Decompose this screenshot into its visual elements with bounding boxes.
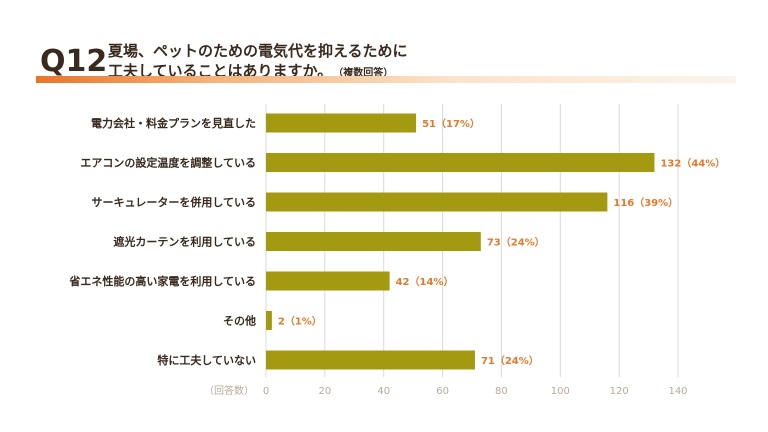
x-tick-label-40: 40 (377, 386, 390, 397)
value-label-5: 2（1%） (278, 315, 322, 328)
category-labels: 電力会社・料金プランを見直したエアコンの設定温度を調整しているサーキュレーターを… (68, 116, 256, 367)
bar-3 (266, 232, 481, 251)
chart-header: Q12 夏場、ペットのための電気代を抑えるために 工夫していることはありますか。… (0, 0, 768, 90)
x-axis-ticks: 0 20 40 60 80 100 120 140 (263, 386, 688, 397)
value-label-1: 132（44%） (660, 157, 725, 170)
question-title-line2: 工夫していることはありますか。 （複数回答） (108, 60, 393, 81)
x-tick-label-120: 120 (610, 386, 629, 397)
x-tick-label-60: 60 (436, 386, 449, 397)
bar-5 (266, 311, 272, 330)
value-label-6: 71（24%） (481, 354, 539, 367)
question-title-line1: 夏場、ペットのための電気代を抑えるために (108, 42, 408, 60)
x-tick-label-20: 20 (318, 386, 331, 397)
value-label-4: 42（14%） (396, 275, 454, 288)
x-tick-label-0: 0 (263, 386, 269, 397)
bar-1 (266, 153, 655, 172)
x-axis-unit-label: （回答数） (204, 384, 254, 397)
question-title-line2-text: 工夫していることはありますか。 (108, 62, 333, 80)
category-label-0: 電力会社・料金プランを見直した (91, 116, 256, 130)
category-label-6: 特に工夫していない (157, 353, 256, 367)
chart-bars (266, 113, 655, 370)
category-label-1: エアコンの設定温度を調整している (80, 156, 256, 170)
x-tick-label-100: 100 (551, 386, 570, 397)
value-label-3: 73（24%） (487, 236, 545, 249)
bar-2 (266, 192, 608, 212)
title-underline (36, 76, 736, 83)
multiple-answer-note: （複数回答） (338, 68, 394, 79)
category-label-4: 省エネ性能の高い家電を利用している (68, 274, 256, 288)
value-label-2: 116（39%） (613, 196, 678, 209)
x-tick-label-80: 80 (495, 386, 508, 397)
bar-6 (266, 350, 475, 370)
bar-0 (266, 113, 417, 133)
category-label-5: その他 (223, 314, 256, 328)
value-labels: 51（17%） 132（44%） 116（39%） 73（24%） 42（14%） 2（1… (278, 117, 725, 367)
category-label-3: 遮光カーテンを利用している (113, 235, 256, 249)
question-number: Q12 (40, 44, 108, 79)
category-label-2: サーキュレーターを併用している (92, 195, 256, 209)
value-label-0: 51（17%） (422, 117, 480, 130)
x-tick-label-140: 140 (668, 386, 687, 397)
bar-4 (266, 271, 390, 291)
